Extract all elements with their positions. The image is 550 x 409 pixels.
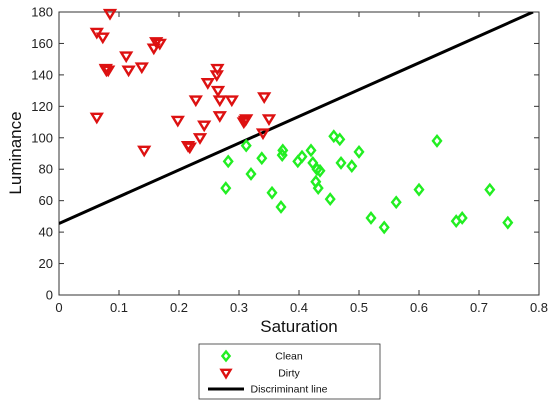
dirty-point — [134, 62, 149, 75]
dirty-point — [197, 120, 212, 133]
clean-point — [245, 167, 257, 181]
x-tick-label: 0.5 — [350, 300, 368, 315]
dirty-point — [210, 85, 226, 98]
legend-clean-marker — [220, 349, 232, 363]
clean-point — [365, 211, 377, 225]
y-tick-label: 80 — [39, 162, 53, 177]
clean-point — [484, 182, 496, 197]
clean-point — [413, 182, 425, 197]
clean-point — [275, 200, 287, 214]
y-tick-label: 40 — [39, 225, 53, 240]
dirty-point — [239, 114, 254, 126]
x-tick-label: 0.7 — [470, 300, 488, 315]
clean-point — [296, 149, 308, 164]
clean-point — [256, 151, 268, 166]
clean-point — [240, 138, 252, 153]
y-axis-title: Luminance — [6, 111, 25, 194]
clean-point — [328, 129, 340, 144]
clean-point — [312, 181, 324, 196]
dirty-point — [224, 95, 239, 108]
clean-point — [335, 156, 347, 170]
dirty-point — [261, 114, 277, 126]
data-points-layer — [89, 8, 514, 235]
x-tick-label: 0.8 — [530, 300, 548, 315]
x-tick-label: 0.2 — [170, 300, 188, 315]
dirty-point — [200, 78, 215, 90]
x-tick-label: 0.4 — [290, 300, 308, 315]
legend-label: Dirty — [278, 368, 300, 380]
legend-label: Clean — [275, 351, 303, 363]
legend-label: Discriminant line — [250, 384, 327, 396]
legend-dirty-marker — [219, 368, 233, 380]
y-tick-label: 100 — [31, 130, 53, 145]
y-tick-label: 160 — [31, 36, 53, 51]
x-tick-label: 0.3 — [230, 300, 248, 315]
clean-point — [378, 220, 390, 235]
dirty-point — [210, 63, 225, 76]
dirty-point — [192, 133, 208, 145]
clean-point — [346, 159, 358, 173]
dirty-point — [89, 112, 104, 125]
clean-point — [502, 215, 514, 230]
clean-point — [277, 143, 289, 158]
clean-point — [431, 134, 443, 148]
dirty-point — [152, 38, 167, 51]
discriminant-line — [59, 12, 534, 225]
clean-point — [314, 163, 326, 178]
dirty-point — [102, 8, 118, 21]
x-axis: 0 0.1 0.2 0.3 0.4 0.5 0.6 0.7 0.8 — [55, 12, 548, 315]
y-axis: 0 20 40 60 80 100 120 140 160 180 — [31, 5, 539, 303]
dirty-point — [137, 145, 152, 158]
y-tick-label: 60 — [39, 193, 53, 208]
x-axis-title: Saturation — [260, 317, 338, 336]
clean-point — [390, 195, 402, 210]
dirty-point — [188, 95, 203, 108]
y-tick-label: 180 — [31, 5, 53, 20]
dirty-point — [212, 95, 227, 108]
clean-point — [334, 132, 346, 147]
legend: Clean Dirty Discriminant line — [198, 343, 381, 400]
y-tick-label: 140 — [31, 67, 53, 82]
y-tick-label: 20 — [39, 256, 53, 271]
y-tick-label: 120 — [31, 99, 53, 114]
dirty-point — [212, 111, 227, 123]
clean-point — [222, 154, 234, 169]
dirty-point — [257, 92, 272, 104]
x-tick-label: 0 — [55, 300, 62, 315]
x-tick-label: 0.6 — [410, 300, 428, 315]
dirty-point — [121, 65, 136, 78]
dirty-point — [101, 65, 116, 78]
clean-point — [220, 181, 232, 196]
dirty-point — [255, 128, 271, 141]
y-tick-label: 0 — [46, 288, 53, 303]
clean-point — [324, 192, 336, 207]
x-tick-label: 0.1 — [110, 300, 128, 315]
clean-point — [456, 211, 468, 225]
clean-point — [266, 185, 278, 200]
discriminant-line-layer — [59, 12, 534, 225]
dirty-point — [182, 142, 197, 155]
dirty-point — [149, 37, 164, 49]
dirty-point — [119, 51, 134, 64]
clean-point — [353, 145, 365, 159]
dirty-point — [170, 115, 185, 128]
clean-point — [305, 143, 317, 158]
dirty-point — [95, 32, 110, 45]
